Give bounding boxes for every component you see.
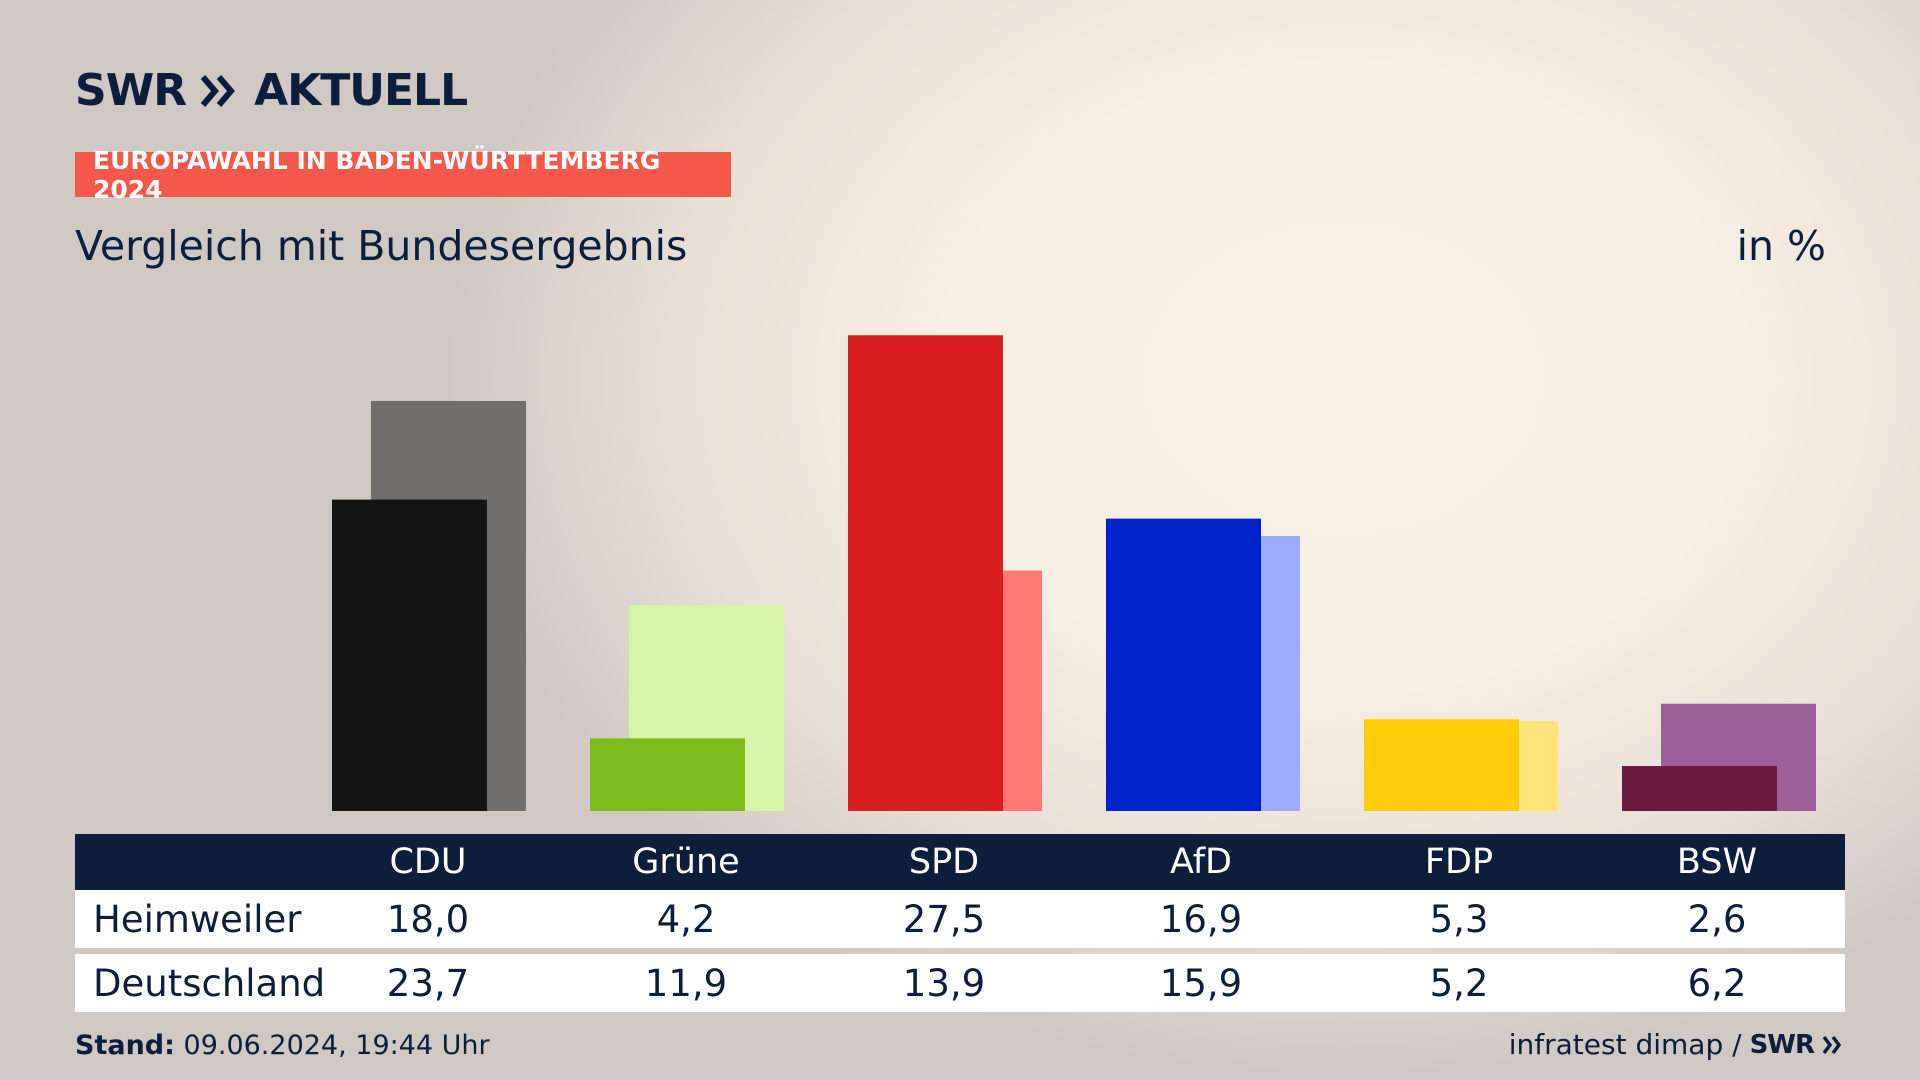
source-logo: SWR	[1749, 1029, 1815, 1060]
table-row: Deutschland 23,7 11,9 13,9 15,9 5,2 6,2	[75, 954, 1845, 1012]
table-cell: 6,2	[1687, 961, 1747, 1005]
bar-chart	[332, 335, 1816, 811]
table-cell: 5,2	[1429, 961, 1489, 1005]
table-header-fdp: FDP	[1424, 842, 1494, 882]
logo-suffix: AKTUELL	[254, 65, 468, 116]
small-double-chevron-icon	[1822, 1035, 1842, 1054]
chart-subtitle: Vergleich mit Bundesergebnis	[75, 222, 688, 270]
bar-heimweiler-fdp	[1364, 719, 1519, 811]
election-tag: EUROPAWAHL IN BADEN-WÜRTTEMBERG 2024	[75, 146, 731, 204]
table-cell: 11,9	[644, 961, 728, 1005]
row-label: Deutschland	[93, 961, 326, 1005]
table-cell: 23,7	[386, 961, 470, 1005]
logo-text: SWR	[75, 65, 187, 116]
source-text: infratest dimap /	[1508, 1028, 1742, 1061]
table-header-spd: SPD	[908, 842, 980, 882]
bar-heimweiler-spd	[848, 335, 1003, 811]
table-header-bsw: BSW	[1676, 842, 1758, 882]
bar-heimweiler-grüne	[590, 738, 745, 811]
swr-aktuell-logo: SWR AKTUELL	[75, 65, 468, 116]
bar-heimweiler-cdu	[332, 499, 487, 811]
table-cell: 16,9	[1159, 897, 1243, 941]
double-chevron-icon	[200, 75, 236, 107]
table-header-afd: AfD	[1170, 842, 1232, 882]
table-row: Heimweiler 18,0 4,2 27,5 16,9 5,3 2,6	[75, 890, 1845, 948]
row-label: Heimweiler	[93, 897, 302, 941]
table-cell: 2,6	[1687, 897, 1747, 941]
table-header: CDU Grüne SPD AfD FDP BSW	[75, 834, 1845, 890]
source-credit: infratest dimap / SWR	[1509, 1028, 1844, 1061]
unit-label: in %	[1736, 222, 1826, 270]
table-cell: 18,0	[386, 897, 470, 941]
bar-heimweiler-afd	[1106, 518, 1261, 811]
table-header-cdu: CDU	[389, 842, 467, 882]
stand-value: 09.06.2024, 19:44 Uhr	[183, 1030, 490, 1061]
results-table: CDU Grüne SPD AfD FDP BSW Heimweiler 18,0 4,2 27…	[75, 834, 1845, 1012]
table-cell: 5,3	[1429, 897, 1489, 941]
table-cell: 13,9	[902, 961, 986, 1005]
bar-heimweiler-bsw	[1622, 766, 1777, 811]
table-header-grüne: Grüne	[632, 842, 740, 882]
table-cell: 27,5	[902, 897, 986, 941]
stand-label: Stand:	[75, 1030, 175, 1061]
table-cell: 15,9	[1159, 961, 1243, 1005]
table-cell: 4,2	[656, 897, 716, 941]
timestamp: Stand: 09.06.2024, 19:44 Uhr	[75, 1030, 490, 1061]
